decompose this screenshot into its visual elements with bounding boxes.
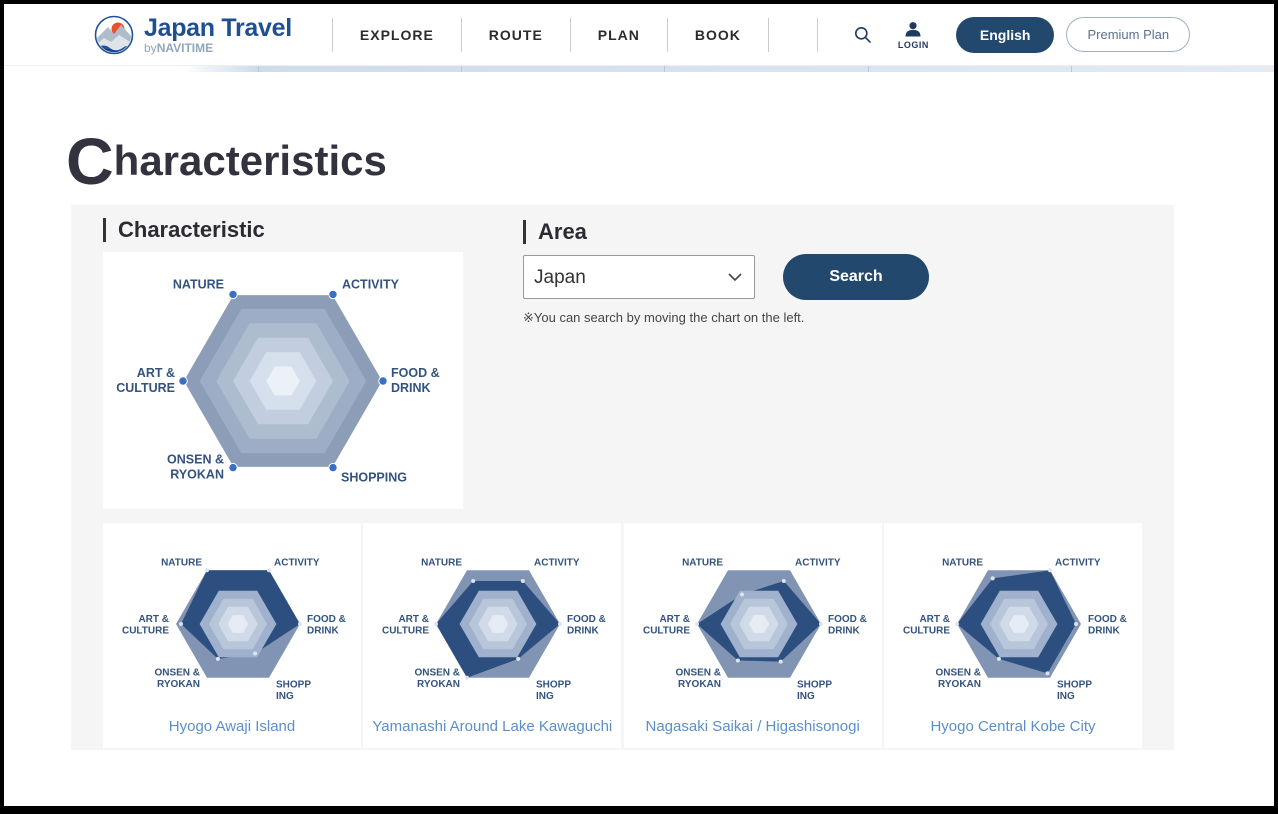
svg-text:FOOD &: FOOD & [567,614,606,625]
svg-text:CULTURE: CULTURE [903,626,950,637]
svg-text:NATURE: NATURE [682,557,723,568]
svg-text:ONSEN &: ONSEN & [935,668,981,679]
svg-text:ING: ING [536,691,554,702]
svg-text:DRINK: DRINK [567,626,599,637]
svg-text:ART &: ART & [399,614,430,625]
svg-text:ART &: ART & [137,366,175,380]
svg-text:DRINK: DRINK [391,381,431,395]
svg-text:SHOPP: SHOPP [1057,680,1092,691]
svg-text:ACTIVITY: ACTIVITY [534,557,580,568]
svg-text:DRINK: DRINK [1088,626,1120,637]
svg-text:CULTURE: CULTURE [382,626,429,637]
svg-text:NATURE: NATURE [161,557,202,568]
svg-text:CULTURE: CULTURE [116,381,175,395]
svg-text:ONSEN &: ONSEN & [167,452,224,466]
svg-text:SHOPP: SHOPP [536,680,571,691]
svg-text:FOOD &: FOOD & [828,614,867,625]
svg-text:SHOPP: SHOPP [797,680,832,691]
svg-text:SHOPPING: SHOPPING [341,470,407,484]
svg-text:CULTURE: CULTURE [122,626,169,637]
svg-text:ACTIVITY: ACTIVITY [1055,557,1101,568]
svg-text:SHOPP: SHOPP [276,680,311,691]
svg-text:ART &: ART & [138,614,169,625]
svg-text:RYOKAN: RYOKAN [417,679,460,690]
svg-text:FOOD &: FOOD & [307,614,346,625]
svg-text:NATURE: NATURE [173,277,224,291]
svg-text:ONSEN &: ONSEN & [675,668,721,679]
svg-text:ONSEN &: ONSEN & [154,668,200,679]
svg-text:RYOKAN: RYOKAN [938,679,981,690]
svg-text:DRINK: DRINK [307,626,339,637]
svg-text:RYOKAN: RYOKAN [170,467,224,481]
svg-text:NATURE: NATURE [942,557,983,568]
svg-text:CULTURE: CULTURE [643,626,690,637]
svg-text:ING: ING [1057,691,1075,702]
svg-text:FOOD &: FOOD & [391,366,440,380]
svg-text:RYOKAN: RYOKAN [157,679,200,690]
svg-text:ACTIVITY: ACTIVITY [274,557,320,568]
svg-text:FOOD &: FOOD & [1088,614,1127,625]
svg-text:RYOKAN: RYOKAN [678,679,721,690]
svg-text:ART &: ART & [659,614,690,625]
svg-text:ING: ING [797,691,815,702]
svg-text:ACTIVITY: ACTIVITY [342,277,400,291]
svg-text:ACTIVITY: ACTIVITY [795,557,841,568]
svg-text:ART &: ART & [919,614,950,625]
svg-text:DRINK: DRINK [828,626,860,637]
svg-text:ONSEN &: ONSEN & [415,668,461,679]
svg-text:ING: ING [276,691,294,702]
svg-text:NATURE: NATURE [421,557,462,568]
